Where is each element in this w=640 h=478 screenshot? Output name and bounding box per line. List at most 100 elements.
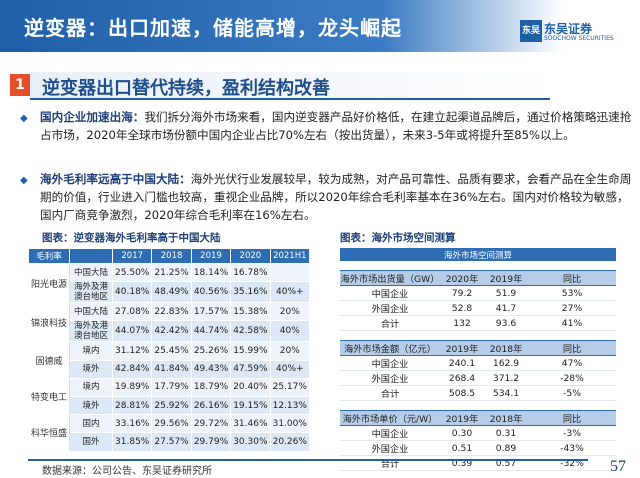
value-cell: 49.43% (190, 359, 232, 379)
value-cell: 15.99% (230, 341, 271, 361)
value-cell: 93.6 (484, 315, 528, 331)
header-cell: 同比 (528, 270, 616, 286)
region-cell: 国内 (69, 414, 113, 434)
value-cell: 40% (269, 320, 311, 343)
value-cell: 15.38% (230, 302, 271, 322)
company-cell: 科华恒盛 (28, 414, 70, 452)
value-cell: 20.26% (269, 432, 311, 452)
value-cell: 27.57% (151, 432, 192, 452)
value-cell: 0.51 (440, 440, 484, 456)
table-row: 海外及港澳台地区 40.18% 48.49% 40.56% 35.16% 40%… (29, 281, 311, 304)
region-cell: 境外 (69, 359, 113, 379)
section-title: 逆变器出口替代持续，盈利结构改善 (42, 78, 330, 99)
value-cell: 30.30% (230, 432, 271, 452)
slide-title: 逆变器：出口加速，储能高增，龙头崛起 (24, 16, 402, 40)
diamond-bullet-icon: ◆ (20, 113, 28, 124)
right-table-caption: 图表：海外市场空间测算 (340, 232, 456, 244)
value-cell: -28% (528, 370, 616, 386)
value-cell: 29.56% (151, 414, 192, 434)
table-row: 锦浪科技 中国大陆 27.08% 22.83% 17.57% 15.38% 20… (28, 302, 311, 343)
logo-brand-en: SOOCHOW SECURITIES (544, 35, 614, 42)
paragraph-lead: 国内企业加速出海： (40, 110, 145, 124)
value-cell: 0.30 (440, 425, 484, 441)
value-cell: 17.57% (190, 302, 232, 322)
left-table-caption: 图表：逆变器海外毛利率高于中国大陆 (42, 232, 221, 244)
region-cell: 境内 (69, 341, 113, 361)
company-cell: 固德威 (28, 341, 70, 379)
value-cell: 51.9 (484, 285, 528, 301)
value-cell: 44.74% (190, 320, 232, 343)
value-cell: 508.5 (440, 385, 484, 401)
value-cell: 19.15% (230, 395, 271, 416)
value-cell: 42.58% (230, 320, 271, 343)
header-cell: 2019年 (484, 270, 528, 286)
table-row: 外国企业 52.8 41.7 27% (340, 300, 616, 316)
block-header-row: 海外市场单价（元/W） 2019年 2018年 同比 (340, 410, 616, 426)
value-cell: 52.8 (440, 300, 484, 316)
section-number-badge: 1 (10, 74, 30, 96)
value-cell: -5% (528, 385, 616, 401)
label-cell: 中国企业 (340, 355, 440, 371)
label-cell: 外国企业 (340, 300, 440, 316)
region-cell: 境外 (69, 395, 113, 416)
value-cell: 18.79% (190, 377, 232, 397)
value-cell: 27% (528, 300, 616, 316)
table-row: 阳光电源 中国大陆 25.50% 21.25% 18.14% 16.78% (28, 262, 311, 304)
paragraph-overseas-expansion: ◆ 国内企业加速出海：我们拆分海外市场来看，国内逆变器产品好价格低，在建立起渠道… (20, 108, 632, 144)
column-header: 毛利率 (28, 248, 70, 264)
header-cell: 同比 (528, 410, 616, 426)
value-cell: 41.84% (151, 359, 192, 379)
label-cell: 合计 (340, 385, 440, 401)
table-row: 外国企业 268.4 371.2 -28% (340, 370, 616, 386)
value-cell: 31.12% (111, 341, 153, 361)
value-cell: 132 (440, 315, 484, 331)
logo-mark-icon: 东吴 (520, 20, 542, 42)
header-cell: 2019年 (440, 340, 484, 356)
diamond-bullet-icon: ◆ (20, 175, 28, 186)
value-cell: 40.56% (190, 281, 232, 304)
value-cell: 28.81% (111, 395, 153, 416)
gross-margin-table: 毛利率 2017 2018 2019 2020 2021H1 阳光电源 中国大陆… (28, 248, 311, 452)
header-cell: 2019年 (440, 410, 484, 426)
title-bar: 逆变器：出口加速，储能高增，龙头崛起 东吴 东吴证券 SOOCHOW SECUR… (0, 0, 640, 52)
column-header (69, 248, 113, 264)
value-cell: 48.49% (151, 281, 192, 304)
value-cell: 25.26% (190, 341, 232, 361)
value-cell: 19.89% (111, 377, 153, 397)
region-cell: 境内 (69, 377, 113, 397)
value-cell: 18.14% (190, 262, 232, 283)
table-row: 境外 42.84% 41.84% 49.43% 47.59% 40%+ (29, 359, 311, 379)
value-cell: 22.83% (151, 302, 192, 322)
value-cell: 371.2 (484, 370, 528, 386)
spacer-row (340, 261, 616, 271)
table-title: 海外市场空间测算 (340, 248, 616, 261)
value-cell: 29.72% (190, 414, 232, 434)
table-row: 中国企业 240.1 162.9 47% (340, 355, 616, 371)
value-cell: 42.42% (151, 320, 192, 343)
region-cell: 中国大陆 (69, 302, 113, 322)
value-cell: 0.57 (484, 455, 528, 471)
company-cell: 锦浪科技 (28, 302, 70, 343)
header-cell: 海外市场单价（元/W） (340, 410, 440, 426)
region-cell: 海外及港澳台地区 (69, 281, 113, 304)
table-row: 中国企业 0.30 0.31 -3% (340, 425, 616, 441)
region-cell: 海外及港澳台地区 (69, 320, 113, 343)
value-cell: -43% (528, 440, 616, 456)
logo-brand: 东吴证券 (544, 22, 593, 36)
value-cell: 20% (269, 302, 311, 322)
table-row: 合计 508.5 534.1 -5% (340, 385, 616, 401)
footer-divider (28, 459, 588, 461)
paragraph-text: 海外光伏行业发展较早，较为成熟，对产品可靠性、品质有要求，会看产品在全生命周期的… (40, 172, 632, 222)
block-header-row: 海外市场金额（亿元） 2019年 2018年 同比 (340, 340, 616, 356)
section-heading-bar (30, 72, 550, 100)
value-cell: 29.79% (190, 432, 232, 452)
table-row: 特变电工 境内 19.89% 17.79% 18.79% 20.40% 25.1… (28, 377, 311, 416)
value-cell: 16.78% (230, 262, 271, 283)
label-cell: 外国企业 (340, 440, 440, 456)
value-cell: 42.84% (111, 359, 153, 379)
table-header-row: 毛利率 2017 2018 2019 2020 2021H1 (28, 248, 311, 264)
value-cell: 40%+ (269, 359, 311, 379)
page-number: 57 (610, 458, 626, 475)
value-cell: 25.17% (269, 377, 311, 397)
value-cell: -32% (528, 455, 616, 471)
